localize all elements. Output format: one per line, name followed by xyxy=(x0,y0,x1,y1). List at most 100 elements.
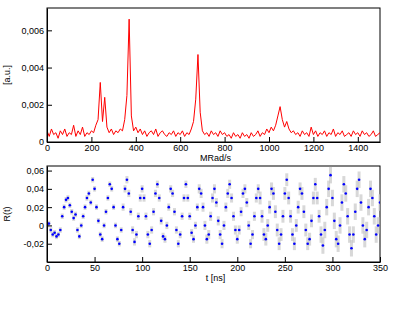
x-tick-mark xyxy=(91,137,92,142)
error-band xyxy=(68,203,71,208)
x-tick-label: 50 xyxy=(90,263,100,273)
data-point xyxy=(84,206,87,209)
data-point xyxy=(375,233,378,236)
x-tick-label: 1000 xyxy=(259,143,279,153)
error-band xyxy=(318,210,321,223)
x-tick-mark xyxy=(136,137,137,142)
error-band xyxy=(253,212,256,221)
error-band xyxy=(379,194,381,210)
data-point xyxy=(295,224,298,227)
data-point xyxy=(379,201,380,204)
error-band xyxy=(118,241,121,246)
x-tick: 300 xyxy=(325,257,340,273)
x-tick-mark xyxy=(380,257,381,262)
data-point xyxy=(337,242,340,245)
data-point xyxy=(148,242,151,245)
error-band xyxy=(329,167,332,183)
error-band xyxy=(165,222,168,229)
error-band xyxy=(87,191,90,196)
error-band xyxy=(152,208,155,215)
data-point xyxy=(306,242,309,245)
data-point xyxy=(196,206,199,209)
y-tick-mark xyxy=(47,142,52,143)
error-band xyxy=(247,221,250,230)
data-point xyxy=(255,197,258,200)
y-tick-label: 0,02 xyxy=(26,203,44,213)
data-point xyxy=(363,238,366,241)
data-point xyxy=(97,220,100,223)
data-point xyxy=(99,233,102,236)
error-band xyxy=(59,227,62,232)
data-point xyxy=(154,192,157,195)
data-point xyxy=(285,178,288,181)
x-tick-mark xyxy=(95,257,96,262)
error-band xyxy=(261,210,264,223)
data-point xyxy=(105,210,108,213)
x-tick: 150 xyxy=(183,257,198,273)
error-band xyxy=(325,199,328,215)
data-point xyxy=(242,192,245,195)
y-axis-title: R(t) xyxy=(2,207,12,222)
data-point xyxy=(86,197,89,200)
error-band xyxy=(207,230,210,239)
x-tick-mark xyxy=(313,137,314,142)
data-point xyxy=(314,183,317,186)
error-band xyxy=(141,185,144,192)
data-point xyxy=(367,206,370,209)
data-point xyxy=(89,201,92,204)
data-point xyxy=(284,192,287,195)
error-band xyxy=(158,194,161,201)
data-point xyxy=(213,188,216,191)
error-band xyxy=(221,239,224,248)
data-point xyxy=(331,197,334,200)
data-point xyxy=(324,229,327,232)
x-tick-label: 1200 xyxy=(304,143,324,153)
y-tick: 0,004 xyxy=(21,63,52,73)
error-band xyxy=(365,222,368,238)
data-point xyxy=(200,192,203,195)
data-point xyxy=(301,192,304,195)
error-band xyxy=(333,213,336,229)
data-point xyxy=(152,210,155,213)
data-point xyxy=(65,199,68,202)
data-point xyxy=(312,197,315,200)
error-band xyxy=(184,181,187,188)
error-band xyxy=(238,225,241,234)
data-point xyxy=(354,210,357,213)
y-tick-mark xyxy=(47,244,52,245)
y-axis-line xyxy=(47,9,48,143)
error-band xyxy=(144,213,147,220)
error-band xyxy=(285,173,288,186)
data-point xyxy=(120,229,123,232)
error-band xyxy=(137,213,140,220)
error-band xyxy=(240,207,243,216)
error-band xyxy=(143,194,146,201)
error-band xyxy=(84,204,87,209)
data-point xyxy=(325,206,328,209)
data-point xyxy=(202,206,205,209)
data-point xyxy=(150,229,153,232)
data-point xyxy=(246,201,249,204)
data-point xyxy=(108,183,111,186)
error-band xyxy=(190,229,193,236)
x-tick-label: 350 xyxy=(373,263,388,273)
data-point xyxy=(207,233,210,236)
data-point xyxy=(166,224,169,227)
error-band xyxy=(196,203,199,210)
error-band xyxy=(154,190,157,197)
data-point xyxy=(350,247,353,250)
error-band xyxy=(194,222,197,229)
plot-area xyxy=(47,19,380,138)
error-band xyxy=(232,212,235,221)
data-point xyxy=(82,215,85,218)
data-point xyxy=(344,192,347,195)
error-band xyxy=(200,189,203,198)
data-point xyxy=(169,188,172,191)
error-band xyxy=(339,217,342,233)
data-point xyxy=(116,238,119,241)
error-band xyxy=(228,180,231,189)
error-band xyxy=(359,194,362,210)
x-tick-label: 0 xyxy=(45,263,50,273)
error-band xyxy=(148,240,151,247)
data-point xyxy=(219,233,222,236)
